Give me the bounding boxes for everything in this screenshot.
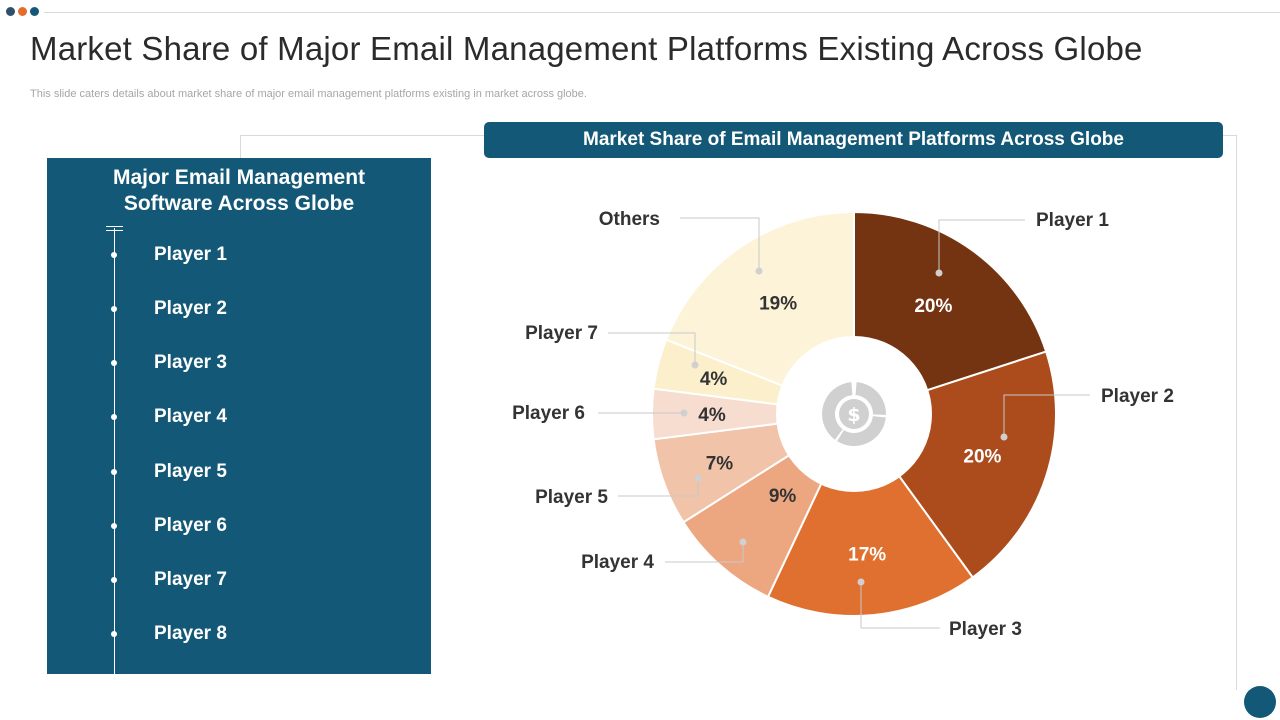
pie-category-label: Player 6 [512,403,585,424]
pie-value-label: 19% [759,293,797,314]
frame-line [240,135,485,136]
icon-segment [855,382,886,415]
dollar-donut-icon: $ [822,382,886,446]
player-list-item: Player 4 [47,405,431,429]
pie-category-label: Player 3 [949,619,1022,640]
leader-line [938,219,1025,273]
pie-value-label: 4% [700,369,728,390]
icon-segment [837,416,886,446]
leader-dot [680,409,688,417]
player-list-item: Player 7 [47,568,431,592]
icon-dollar-sign: $ [847,404,860,426]
pie-value-label: 9% [769,486,797,507]
panel-heading-line2: Software Across Globe [123,192,355,215]
frame-line [240,135,241,158]
decor-dot [6,7,15,16]
leader-dot [857,578,865,586]
leader-dot [755,267,763,275]
leader-line [665,542,744,563]
bullet-dot [111,252,117,258]
pie-category-label: Others [599,209,660,230]
leader-line [608,332,696,365]
pie-value-label: 17% [848,544,886,565]
frame-line [1222,135,1236,136]
corner-badge [1244,686,1276,718]
bullet-dot [111,360,117,366]
timeline-line [114,228,115,674]
icon-segment [822,382,853,440]
player-name: Player 8 [154,623,227,644]
player-list-item: Player 2 [47,297,431,321]
panel-heading: Major Email Management Software Across G… [47,165,431,217]
bullet-dot [111,631,117,637]
bullet-dot [111,469,117,475]
slide-subtitle: This slide caters details about market s… [30,88,587,100]
leader-dot [1000,433,1008,441]
pie-value-label: 20% [963,447,1001,468]
player-name: Player 3 [154,352,227,373]
player-name: Player 6 [154,515,227,536]
leader-dot [694,474,702,482]
pie-category-label: Player 2 [1101,386,1174,407]
top-divider [44,12,1280,13]
player-list-panel: Major Email Management Software Across G… [47,158,431,674]
decor-dot [30,7,39,16]
pie-category-label: Player 4 [581,552,654,573]
timeline-cap [106,226,123,227]
leader-dot [691,361,699,369]
player-name: Player 5 [154,461,227,482]
player-list-item: Player 8 [47,622,431,646]
frame-line [1236,135,1237,690]
player-name: Player 1 [154,244,227,265]
player-list-item: Player 5 [47,460,431,484]
bullet-dot [111,577,117,583]
bullet-dot [111,523,117,529]
leader-dot [739,538,747,546]
icon-coin [839,399,869,429]
timeline-cap [106,230,123,231]
chart-title: Market Share of Email Management Platfor… [484,122,1223,158]
leader-line [618,478,699,497]
leader-dot [935,269,943,277]
pie-value-label: 7% [706,453,734,474]
player-list-item: Player 3 [47,351,431,375]
player-list-item: Player 6 [47,514,431,538]
pie-category-label: Player 5 [535,487,608,508]
leader-line [680,217,760,271]
player-name: Player 4 [154,406,227,427]
pie-slice [766,412,975,617]
pie-value-label: 4% [698,405,726,426]
bullet-dot [111,306,117,312]
bullet-dot [111,414,117,420]
slide-title: Market Share of Major Email Management P… [30,30,1143,67]
decor-dots [6,7,39,16]
decor-dot [18,7,27,16]
leader-line [860,582,940,629]
player-name: Player 7 [154,569,227,590]
pie-category-label: Player 7 [525,323,598,344]
pie-category-label: Player 1 [1036,210,1109,231]
player-name: Player 2 [154,298,227,319]
panel-heading-line1: Major Email Management [112,166,366,189]
leader-line [1003,394,1090,437]
pie-value-label: 20% [914,296,952,317]
player-list-item: Player 1 [47,243,431,267]
